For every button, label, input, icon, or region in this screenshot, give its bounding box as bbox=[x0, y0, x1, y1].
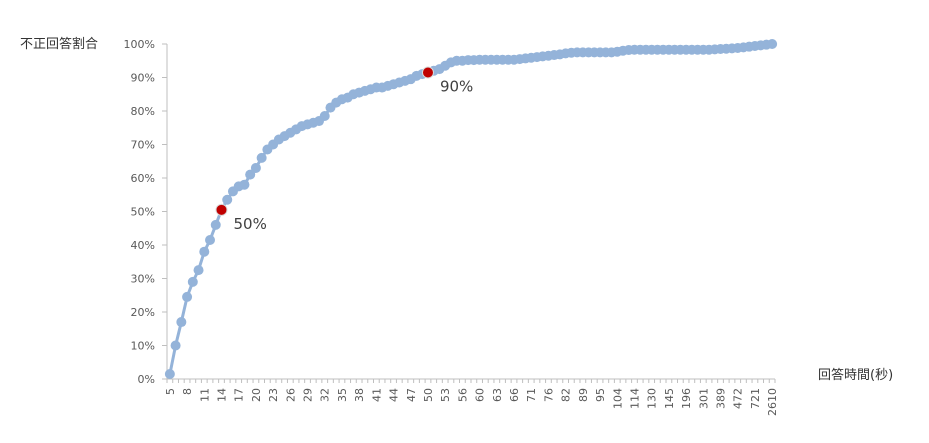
y-tick-label: 100% bbox=[124, 38, 155, 51]
highlight-label: 50% bbox=[233, 215, 266, 233]
data-point bbox=[319, 111, 330, 122]
x-tick-label: 29 bbox=[302, 388, 315, 402]
x-tick-label: 389 bbox=[715, 388, 728, 409]
x-tick-label: 5 bbox=[164, 388, 177, 395]
x-tick-label: 20 bbox=[250, 388, 263, 402]
x-tick-label: 2610 bbox=[766, 388, 779, 416]
x-tick-label: 32 bbox=[319, 388, 332, 402]
x-tick-label: 130 bbox=[646, 388, 659, 409]
data-point bbox=[239, 179, 250, 190]
x-tick-label: 82 bbox=[560, 388, 573, 402]
highlight-label: 90% bbox=[440, 77, 473, 95]
y-tick-label: 90% bbox=[131, 72, 155, 85]
data-point bbox=[170, 340, 181, 351]
x-tick-label: 38 bbox=[353, 388, 366, 402]
x-tick-label: 35 bbox=[336, 388, 349, 402]
y-tick-label: 50% bbox=[131, 206, 155, 219]
x-tick-label: 89 bbox=[577, 388, 590, 402]
x-tick-label: 104 bbox=[611, 388, 624, 409]
data-point bbox=[256, 152, 267, 163]
data-point bbox=[182, 291, 193, 302]
x-tick-label: 44 bbox=[388, 388, 401, 402]
x-tick-label: 11 bbox=[198, 388, 211, 402]
y-tick-label: 10% bbox=[131, 340, 155, 353]
x-tick-label: 41 bbox=[370, 388, 383, 402]
data-point bbox=[164, 368, 175, 379]
y-tick-label: 60% bbox=[131, 172, 155, 185]
data-point bbox=[222, 194, 233, 205]
x-tick-label: 56 bbox=[456, 388, 469, 402]
x-tick-label: 66 bbox=[508, 388, 521, 402]
y-tick-label: 80% bbox=[131, 105, 155, 118]
x-tick-label: 17 bbox=[233, 388, 246, 402]
data-point bbox=[245, 169, 256, 180]
x-axis-title: 回答時間(秒) bbox=[818, 368, 894, 383]
y-tick-label: 70% bbox=[131, 139, 155, 152]
y-tick-label: 40% bbox=[131, 239, 155, 252]
highlight-point bbox=[421, 66, 434, 79]
x-tick-label: 76 bbox=[542, 388, 555, 402]
data-point bbox=[193, 265, 204, 276]
data-point bbox=[176, 317, 187, 328]
x-tick-label: 63 bbox=[491, 388, 504, 402]
x-tick-label: 71 bbox=[525, 388, 538, 402]
x-tick-label: 721 bbox=[749, 388, 762, 409]
highlight-point bbox=[215, 203, 228, 216]
data-point bbox=[210, 219, 221, 230]
x-tick-label: 8 bbox=[181, 388, 194, 395]
x-tick-label: 301 bbox=[697, 388, 710, 409]
data-point bbox=[205, 234, 216, 245]
x-tick-label: 196 bbox=[680, 388, 693, 409]
x-tick-label: 95 bbox=[594, 388, 607, 402]
x-tick-label: 53 bbox=[439, 388, 452, 402]
x-tick-label: 50 bbox=[422, 388, 435, 402]
y-tick-label: 0% bbox=[138, 373, 155, 386]
x-tick-label: 114 bbox=[628, 388, 641, 409]
data-point bbox=[187, 276, 198, 287]
y-tick-label: 20% bbox=[131, 306, 155, 319]
x-tick-label: 14 bbox=[215, 388, 228, 402]
x-tick-label: 145 bbox=[663, 388, 676, 409]
y-tick-label: 30% bbox=[131, 273, 155, 286]
x-tick-label: 60 bbox=[474, 388, 487, 402]
data-point bbox=[250, 162, 261, 173]
x-tick-label: 47 bbox=[405, 388, 418, 402]
x-tick-label: 26 bbox=[284, 388, 297, 402]
x-tick-label: 23 bbox=[267, 388, 280, 402]
data-point bbox=[199, 246, 210, 257]
y-axis-title: 不正回答割合 bbox=[20, 37, 99, 52]
x-tick-label: 472 bbox=[732, 388, 745, 409]
data-point bbox=[767, 39, 778, 49]
